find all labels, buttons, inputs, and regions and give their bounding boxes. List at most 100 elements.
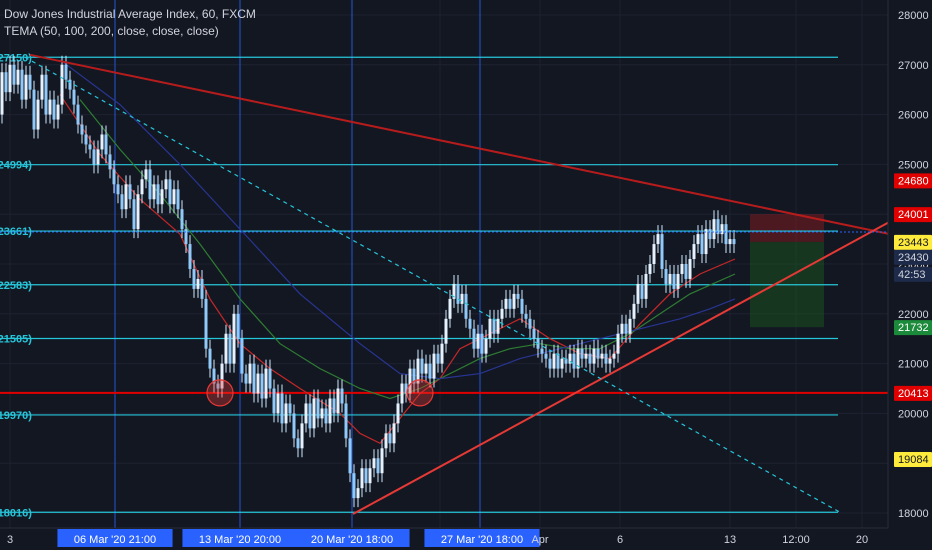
time-label-highlight	[57, 529, 173, 547]
candle-body	[576, 348, 580, 369]
fib-level-label: (24994)	[0, 160, 32, 172]
candle-body	[452, 283, 456, 299]
candle-body	[40, 74, 44, 100]
candle-body	[624, 323, 628, 334]
support-trendline	[352, 220, 891, 515]
fib-level-label: (27150)	[0, 52, 32, 64]
candle-body	[680, 264, 684, 274]
fib-level-label: (22583)	[0, 280, 32, 292]
candle-body	[340, 388, 344, 404]
candle-body	[528, 318, 532, 329]
candle-body	[184, 229, 188, 245]
candle-body	[68, 79, 72, 90]
fib-level-label: (19970)	[0, 410, 32, 422]
candle-body	[648, 264, 652, 274]
candle-body	[592, 348, 596, 364]
candle-body	[552, 353, 556, 369]
candle-body	[140, 179, 144, 195]
candle-body	[0, 72, 4, 115]
trendlines[interactable]	[24, 53, 891, 515]
candle-body	[444, 318, 448, 344]
candle-body	[640, 283, 644, 299]
candle-body	[248, 363, 252, 384]
candle-body	[548, 358, 552, 369]
resistance-trendline	[29, 53, 891, 236]
candle-body	[616, 333, 620, 354]
candle-body	[164, 179, 168, 190]
candle-body	[364, 468, 368, 484]
candle-body	[564, 358, 568, 364]
price-badge-label: 20413	[898, 388, 929, 400]
candle-body	[160, 189, 164, 205]
support-circle	[406, 379, 434, 407]
candle-body	[492, 318, 496, 334]
price-badge-yellow	[894, 234, 932, 250]
candle-body	[276, 393, 280, 414]
price-badge-label: 21732	[898, 322, 929, 334]
candle-body	[448, 298, 452, 319]
time-tick-label: 20	[856, 534, 868, 546]
candle-body	[704, 229, 708, 255]
candle-body	[168, 179, 172, 205]
candle-body	[420, 358, 424, 374]
price-badge-label: 24680	[898, 175, 929, 187]
price-badges: 24680 24001 23443 23430 42:53 21732 20413 19084	[894, 173, 932, 468]
price-tick-label: 28000	[898, 10, 929, 22]
candle-body	[568, 353, 572, 364]
candle-body	[88, 144, 92, 150]
candle-body	[644, 273, 648, 299]
candle-body	[216, 383, 220, 389]
candle-body	[200, 278, 204, 299]
candle-body	[360, 468, 364, 489]
candle-body	[508, 298, 512, 309]
symbol-title[interactable]: Dow Jones Industrial Average Index, 60, …	[4, 7, 256, 21]
candle-body	[324, 408, 328, 424]
candle-body	[540, 348, 544, 354]
indicator-label[interactable]: TEMA (50, 100, 200, close, close, close)	[4, 24, 219, 38]
candle-body	[172, 189, 176, 205]
candle-body	[84, 134, 88, 145]
candle-body	[500, 308, 504, 319]
candle-body	[116, 184, 120, 195]
candle-body	[684, 264, 688, 279]
candle-body	[388, 433, 392, 444]
candle-body	[348, 438, 352, 474]
candle-body	[688, 259, 692, 279]
candle-body	[192, 268, 196, 289]
price-badge-label: 42:53	[898, 269, 926, 281]
candle-body	[396, 403, 400, 424]
candle-body	[136, 194, 140, 230]
time-axis[interactable]: 3 06 Mar '20 21:00 13 Mar '20 20:00 20 Mar …	[0, 527, 932, 550]
candle-body	[732, 239, 736, 245]
support-circle	[206, 379, 234, 407]
candle-body	[416, 358, 420, 384]
candle-body	[572, 353, 576, 369]
candle-body	[412, 368, 416, 384]
candle-body	[556, 353, 560, 369]
price-tick-label: 25000	[898, 159, 929, 171]
candle-body	[256, 373, 260, 394]
candle-body	[296, 438, 300, 449]
candle-body	[512, 293, 516, 309]
moving-average-line	[59, 59, 736, 380]
candle-body	[188, 244, 192, 269]
candle-body	[264, 368, 268, 399]
candle-body	[36, 99, 40, 130]
candle-body	[208, 348, 212, 369]
candle-body	[720, 224, 724, 235]
time-tick-label: 3	[7, 534, 13, 546]
candle-body	[52, 99, 56, 120]
price-badge-label: 23443	[898, 237, 929, 249]
candle-body	[484, 338, 488, 354]
candle-body	[472, 328, 476, 349]
candle-body	[144, 169, 148, 180]
candle-body	[400, 383, 404, 404]
price-badge-blue	[894, 266, 932, 282]
time-tick-label: Apr	[531, 534, 548, 546]
candle-body	[652, 244, 656, 264]
time-tick-label: 6	[617, 534, 623, 546]
candle-body	[608, 358, 612, 364]
support-circles	[206, 379, 434, 407]
